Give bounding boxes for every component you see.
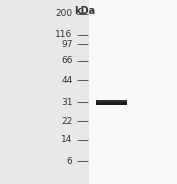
Bar (96, 100, 127, 105)
Bar (88, 0, 177, 184)
Text: 22: 22 (61, 117, 73, 126)
Text: 200: 200 (55, 9, 73, 18)
Text: kDa: kDa (74, 6, 96, 15)
Bar (97, 100, 127, 102)
Text: 6: 6 (67, 157, 73, 165)
Text: 97: 97 (61, 40, 73, 49)
Text: 31: 31 (61, 98, 73, 107)
Text: 116: 116 (55, 31, 73, 39)
Bar (0, 0, 88, 184)
Text: 44: 44 (61, 76, 73, 84)
Text: 66: 66 (61, 56, 73, 65)
Text: 14: 14 (61, 135, 73, 144)
